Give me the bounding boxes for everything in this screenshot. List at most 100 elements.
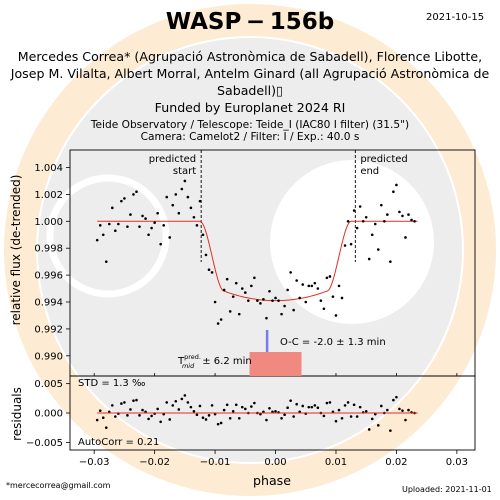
residual-point bbox=[177, 408, 181, 411]
residual-point bbox=[253, 401, 256, 405]
light-curve-point bbox=[237, 312, 241, 316]
light-curve-point bbox=[386, 213, 389, 216]
light-curve-point bbox=[165, 195, 169, 199]
residual-point bbox=[316, 406, 320, 410]
residual-point bbox=[268, 407, 271, 410]
light-curve-point bbox=[259, 302, 262, 305]
residual-point bbox=[401, 409, 404, 412]
residual-point bbox=[216, 422, 220, 426]
authors-line: Mercedes Correa* (Agrupació Astronòmica … bbox=[8, 48, 492, 99]
upload-date: Uploaded: 2021-11-01 bbox=[402, 485, 492, 494]
residual-point bbox=[156, 407, 159, 411]
light-curve-point bbox=[380, 203, 383, 207]
residual-point bbox=[95, 418, 99, 422]
light-curve-point bbox=[153, 221, 156, 224]
light-curve-point bbox=[162, 224, 165, 227]
light-curve-point bbox=[283, 304, 286, 308]
light-curve-point bbox=[277, 299, 280, 302]
residual-point bbox=[343, 404, 347, 407]
light-curve-point bbox=[319, 299, 323, 302]
residual-point bbox=[334, 419, 338, 423]
residual-point bbox=[213, 412, 217, 416]
camera-line: Camera: Camelot2 / Filter: I / Exp.: 40.… bbox=[140, 131, 360, 143]
light-curve-point bbox=[370, 233, 374, 237]
authors-suffix-glyph: ▯ bbox=[276, 83, 283, 98]
light-curve-point bbox=[201, 233, 205, 237]
tmid-prefix: T bbox=[177, 356, 185, 367]
residual-point bbox=[189, 405, 193, 409]
residual-point bbox=[162, 412, 165, 416]
residual-point bbox=[168, 418, 172, 421]
light-curve-point bbox=[247, 299, 250, 302]
tmid-subscript: mid bbox=[182, 362, 195, 370]
light-curve-point bbox=[95, 238, 99, 242]
light-curve-point bbox=[183, 179, 187, 183]
light-curve-point bbox=[177, 211, 181, 215]
x-tick-label: 0.00 bbox=[264, 457, 286, 468]
predicted-end-label: predicted end bbox=[360, 154, 407, 177]
x-axis-label: phase bbox=[253, 473, 291, 488]
light-curve-point bbox=[150, 226, 153, 230]
residual-point bbox=[114, 415, 117, 418]
light-curve-point bbox=[316, 287, 320, 290]
light-curve-point bbox=[304, 300, 308, 304]
light-curve-point bbox=[334, 314, 338, 317]
x-tick-label: −0.03 bbox=[79, 457, 110, 468]
light-curve-point bbox=[210, 271, 214, 274]
light-curve-point bbox=[361, 219, 365, 223]
light-curve-point bbox=[219, 318, 223, 321]
residual-points bbox=[95, 394, 416, 432]
residual-point bbox=[210, 404, 214, 407]
residual-point bbox=[195, 413, 199, 417]
residual-point bbox=[225, 403, 229, 407]
light-curve-point bbox=[407, 213, 410, 216]
light-curve-point bbox=[295, 279, 298, 282]
light-curve-y-tick-label: 0.998 bbox=[34, 244, 63, 255]
light-curve-point bbox=[180, 187, 184, 191]
residual-point bbox=[328, 401, 332, 404]
residual-point bbox=[186, 401, 190, 404]
light-curve-y-tick-label: 1.000 bbox=[34, 217, 63, 228]
residual-point bbox=[159, 420, 162, 424]
residual-point bbox=[201, 416, 205, 419]
residual-point bbox=[280, 416, 283, 420]
residual-point bbox=[126, 414, 129, 417]
residual-point bbox=[301, 404, 305, 408]
residual-point bbox=[398, 407, 401, 411]
residual-point bbox=[98, 409, 102, 412]
light-curve-point bbox=[262, 298, 265, 301]
x-ticks: −0.03 −0.02 −0.01 0.00 0.01 0.02 0.03 bbox=[79, 373, 468, 468]
oc-label: O-C = -2.0 ± 1.3 min bbox=[280, 337, 386, 348]
residual-point bbox=[373, 412, 377, 416]
x-tick-label: −0.01 bbox=[200, 457, 231, 468]
light-curve-point bbox=[367, 257, 371, 261]
residual-point bbox=[370, 417, 374, 421]
residual-point bbox=[337, 408, 341, 412]
residual-point bbox=[174, 399, 178, 403]
residuals-y-ticks: 0.005 0.000 −0.005 bbox=[26, 379, 70, 449]
residual-point bbox=[107, 410, 111, 414]
residual-point bbox=[392, 398, 395, 402]
light-curve-point bbox=[289, 271, 292, 274]
residual-point bbox=[237, 416, 241, 420]
residual-point bbox=[165, 401, 169, 404]
residual-point bbox=[404, 418, 407, 422]
light-curve-point bbox=[107, 222, 111, 226]
light-curve-point bbox=[243, 291, 247, 294]
residual-point bbox=[243, 407, 247, 411]
residual-point bbox=[207, 414, 211, 417]
funding-line: Funded by Europlanet 2024 RI bbox=[154, 100, 346, 115]
x-tick-label: 0.03 bbox=[446, 457, 468, 468]
light-curve-point bbox=[228, 310, 232, 313]
light-curve-point bbox=[392, 190, 395, 194]
tmid-superscript: pred. bbox=[184, 353, 201, 361]
residual-point bbox=[283, 413, 286, 417]
residual-point bbox=[389, 429, 392, 432]
residual-point bbox=[259, 412, 262, 416]
light-curve-point bbox=[222, 288, 226, 292]
light-curve-point bbox=[373, 222, 377, 226]
light-curve-point bbox=[325, 276, 329, 280]
light-curve-point bbox=[195, 224, 199, 227]
residual-point bbox=[289, 399, 292, 402]
residual-y-tick-label: −0.005 bbox=[26, 438, 63, 449]
